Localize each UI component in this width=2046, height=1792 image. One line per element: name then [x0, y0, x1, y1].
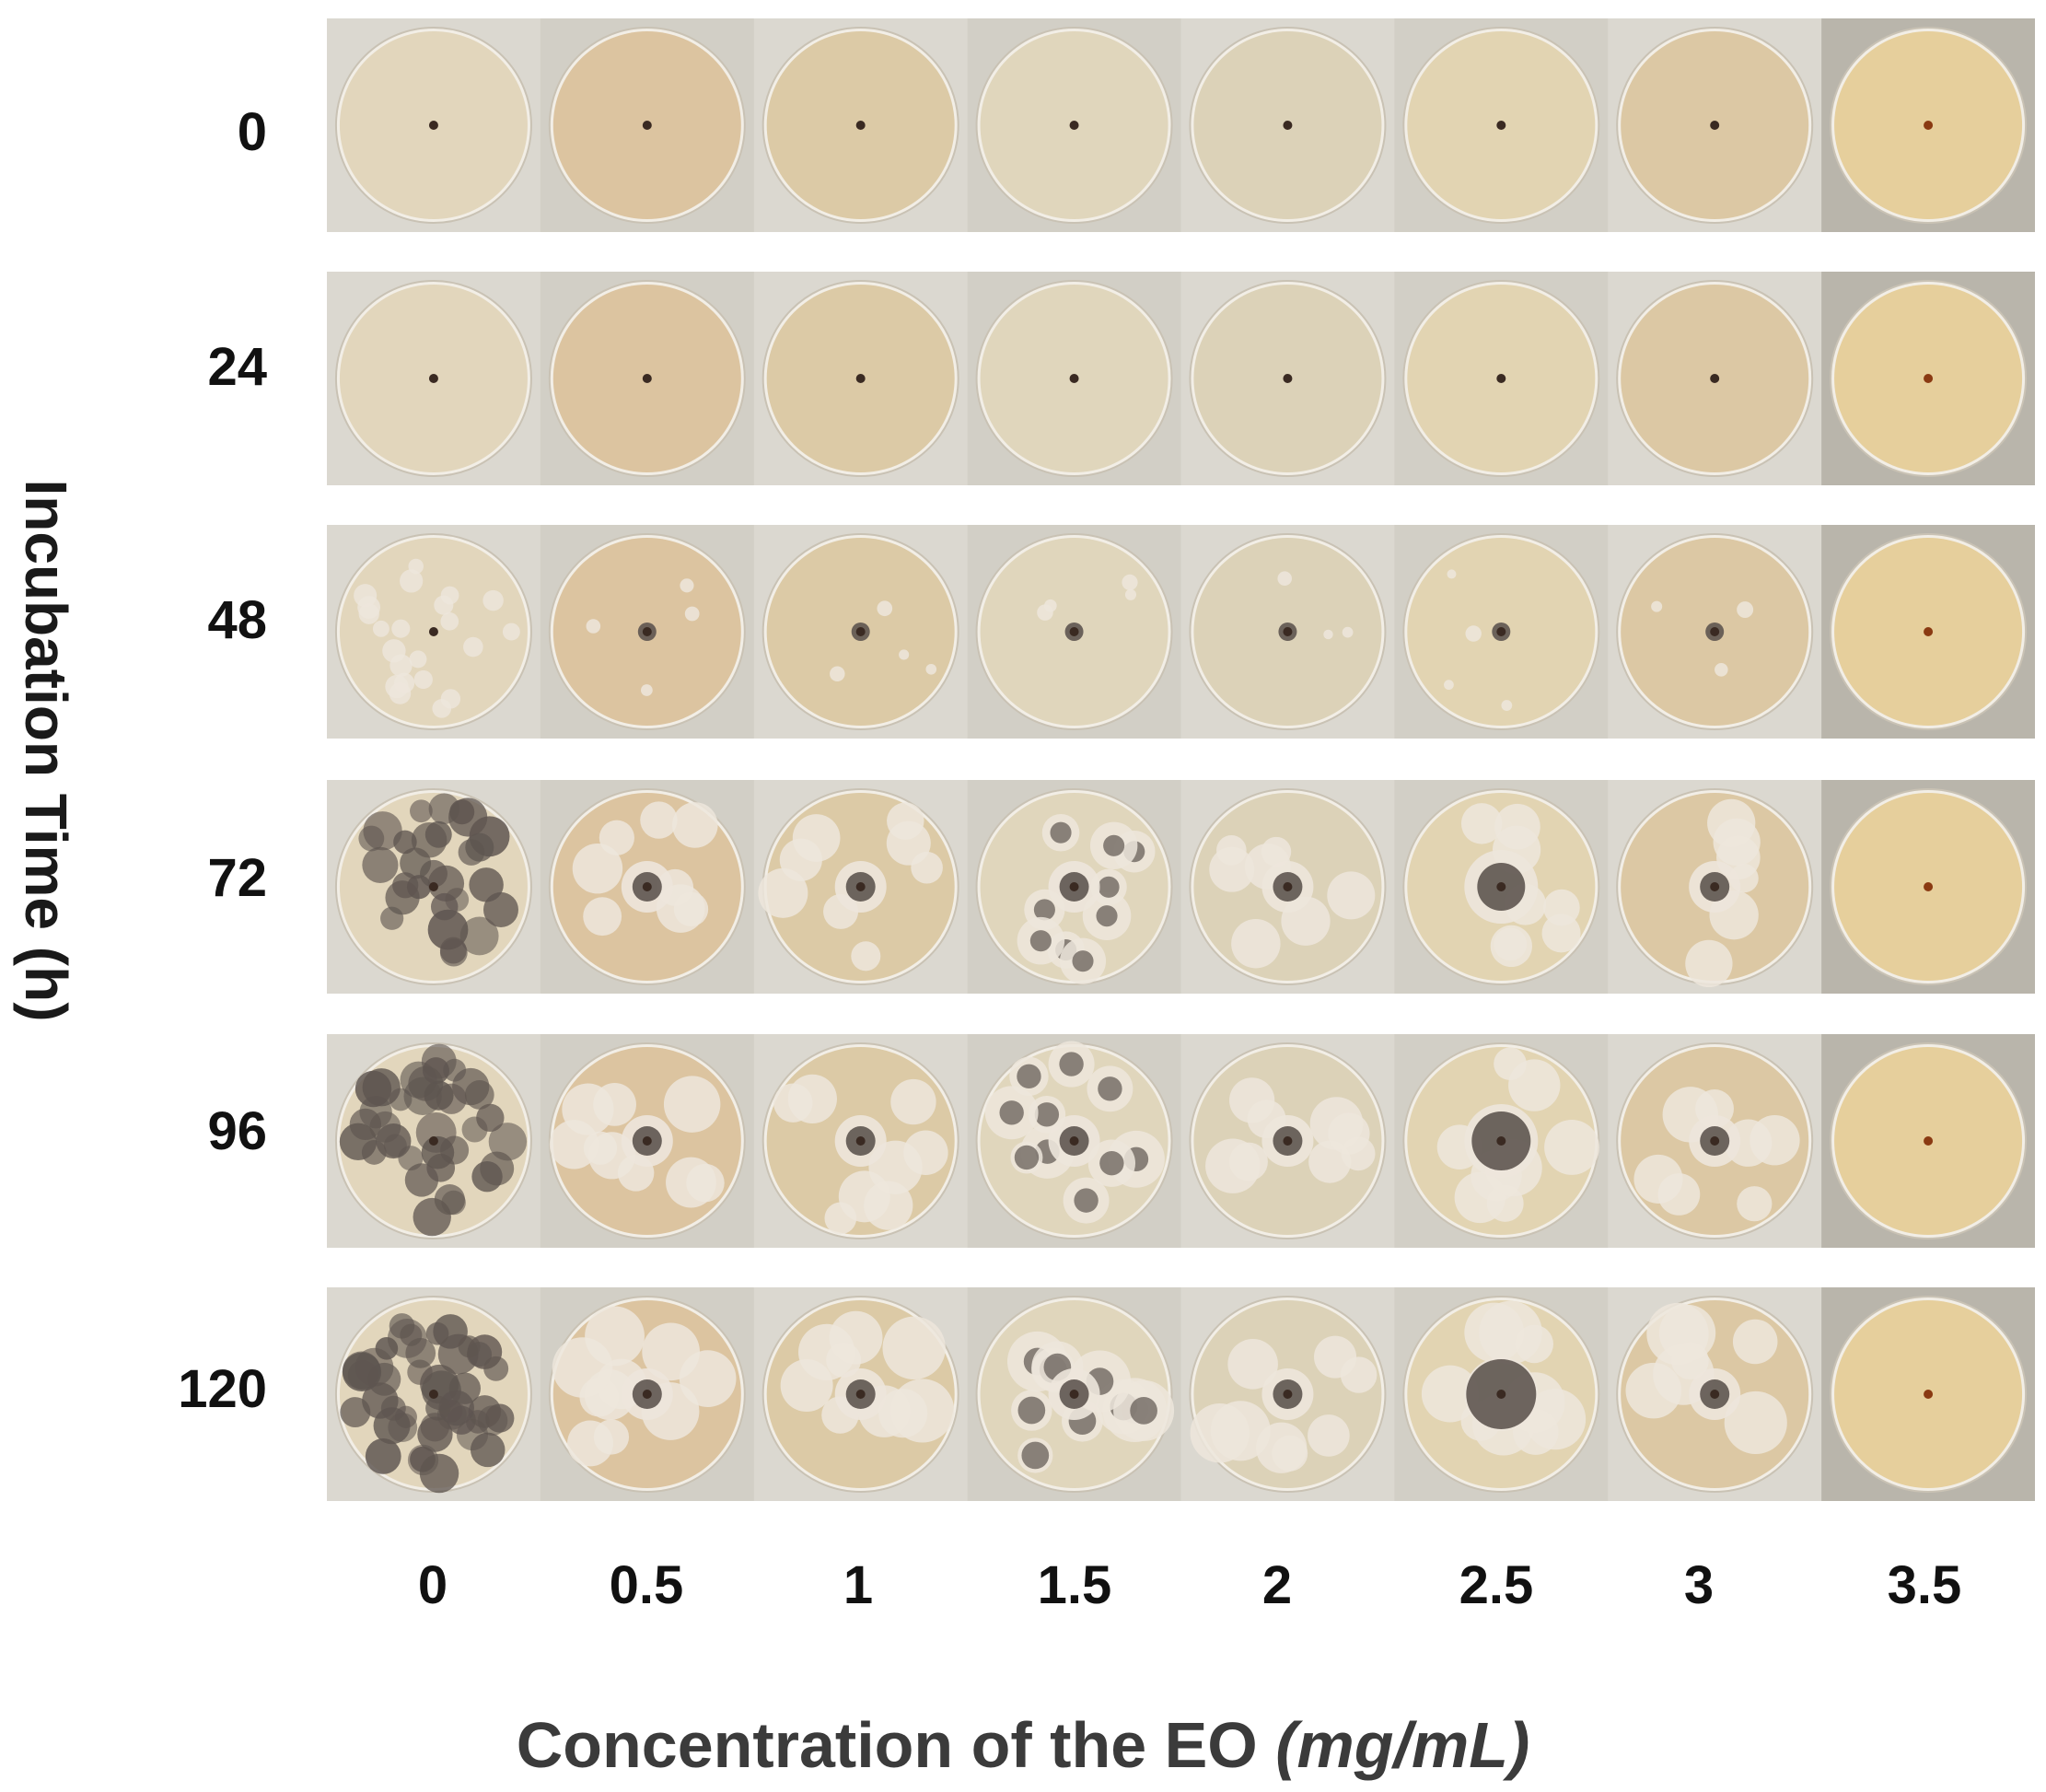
- petri-dish: [1180, 525, 1396, 739]
- petri-dish: [1394, 272, 1610, 485]
- petri-dish: [1821, 1287, 2035, 1501]
- petri-dish: [1608, 780, 1823, 994]
- petri-dish: [1180, 1034, 1396, 1248]
- petri-dish: [967, 525, 1182, 739]
- plate-row-96h-image: [327, 1034, 2035, 1248]
- concentration-label-1-5: 1.5: [1037, 1555, 1112, 1615]
- petri-dish: [327, 272, 541, 485]
- petri-dish: [1608, 1034, 1823, 1248]
- petri-dish: [1394, 1034, 1610, 1248]
- petri-dish: [1180, 18, 1396, 232]
- petri-dish: [1180, 272, 1396, 485]
- petri-dish: [327, 18, 541, 232]
- petri-dish: [540, 780, 755, 994]
- petri-dish: [1608, 1287, 1823, 1501]
- plate-row-48h-image: [327, 525, 2035, 739]
- plate-row-24h: [327, 272, 2035, 485]
- petri-dish: [540, 18, 755, 232]
- petri-dish: [967, 1287, 1182, 1501]
- concentration-label-3: 3: [1683, 1555, 1715, 1615]
- petri-dish: [540, 1034, 755, 1248]
- petri-dish: [967, 1034, 1182, 1248]
- petri-dish: [1821, 272, 2035, 485]
- petri-dish: [1821, 525, 2035, 739]
- petri-dish: [1394, 18, 1610, 232]
- petri-dish: [1608, 18, 1823, 232]
- time-label-48: 48: [207, 590, 267, 650]
- concentration-label-2-5: 2.5: [1459, 1555, 1534, 1615]
- petri-dish: [753, 272, 969, 485]
- petri-dish: [753, 525, 969, 739]
- petri-dish: [1180, 780, 1396, 994]
- concentration-label-1: 1: [843, 1555, 874, 1615]
- petri-dish: [327, 1287, 541, 1501]
- plate-row-0h: [327, 18, 2035, 232]
- plate-row-120h-image: [327, 1287, 2035, 1501]
- petri-dish: [967, 780, 1182, 994]
- petri-dish: [1180, 1287, 1396, 1501]
- petri-dish: [540, 272, 755, 485]
- petri-dish: [540, 1287, 755, 1501]
- plate-row-0h-image: [327, 18, 2035, 232]
- x-axis-title: Concentration of the EO (mg/mL): [0, 1708, 2046, 1782]
- petri-dish: [1394, 780, 1610, 994]
- time-label-96: 96: [207, 1101, 267, 1161]
- petri-dish: [753, 1287, 969, 1501]
- plate-row-24h-image: [327, 272, 2035, 485]
- petri-dish: [967, 18, 1182, 232]
- petri-dish: [327, 780, 541, 994]
- petri-dish: [540, 525, 755, 739]
- petri-dish: [1821, 18, 2035, 232]
- concentration-label-0: 0: [417, 1555, 448, 1615]
- time-label-120: 120: [178, 1359, 267, 1419]
- concentration-label-0-5: 0.5: [609, 1555, 684, 1615]
- time-label-24: 24: [207, 337, 267, 397]
- x-axis-title-unit: (mg/mL): [1275, 1709, 1530, 1781]
- concentration-label-3-5: 3.5: [1887, 1555, 1962, 1615]
- petri-dish: [1608, 525, 1823, 739]
- petri-dish: [1821, 780, 2035, 994]
- petri-dish: [753, 780, 969, 994]
- petri-dish: [1821, 1034, 2035, 1248]
- petri-dish: [753, 18, 969, 232]
- plate-row-120h: [327, 1287, 2035, 1501]
- plate-row-48h: [327, 525, 2035, 739]
- petri-dish: [1608, 272, 1823, 485]
- plate-row-72h-image: [327, 780, 2035, 994]
- y-axis-title: Incubation Time (h): [13, 479, 79, 1022]
- time-label-72: 72: [207, 848, 267, 908]
- x-axis-title-main: Concentration of the EO: [516, 1709, 1258, 1781]
- plate-row-72h: [327, 780, 2035, 994]
- concentration-label-2: 2: [1261, 1555, 1293, 1615]
- petri-dish: [753, 1034, 969, 1248]
- petri-dish: [967, 272, 1182, 485]
- plate-row-96h: [327, 1034, 2035, 1248]
- petri-dish: [327, 525, 541, 739]
- petri-dish: [1394, 525, 1610, 739]
- time-label-0: 0: [237, 102, 267, 162]
- petri-dish: [327, 1034, 541, 1248]
- petri-dish: [1394, 1287, 1610, 1501]
